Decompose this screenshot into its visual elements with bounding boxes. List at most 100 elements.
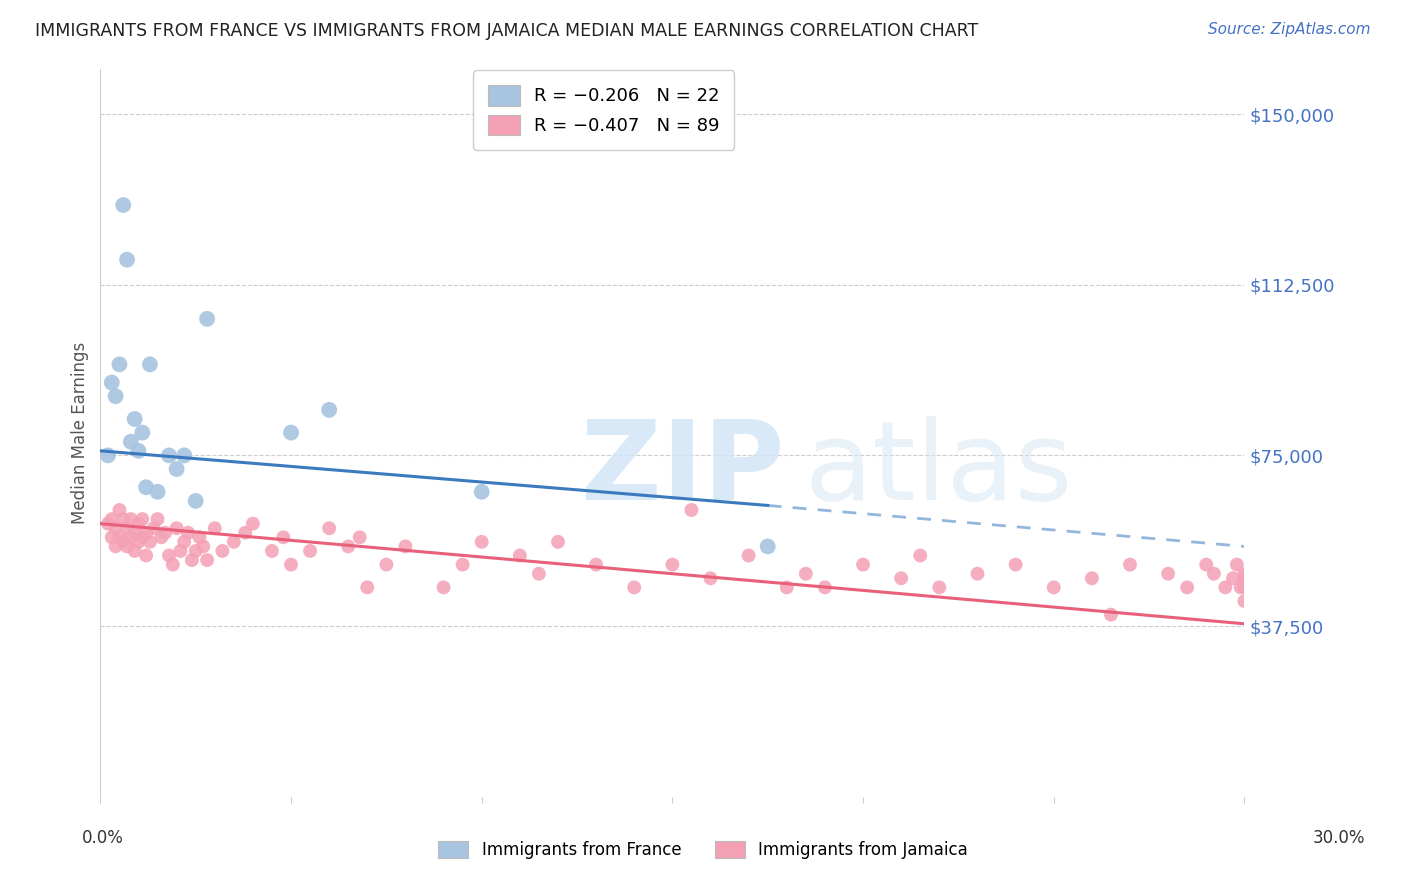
Point: [157, 449, 180, 463]
Point: [349, 530, 371, 544]
Point: [1233, 594, 1256, 608]
Point: [112, 512, 135, 526]
Point: [173, 534, 195, 549]
Text: 30.0%: 30.0%: [1312, 829, 1365, 847]
Point: [101, 530, 124, 544]
Point: [120, 530, 142, 544]
Point: [146, 484, 169, 499]
Point: [233, 525, 256, 540]
Point: [1233, 580, 1256, 594]
Point: [1195, 558, 1218, 572]
Point: [794, 566, 817, 581]
Point: [104, 540, 127, 554]
Point: [184, 544, 207, 558]
Point: [112, 534, 135, 549]
Point: [127, 534, 149, 549]
Point: [1157, 566, 1180, 581]
Point: [193, 540, 215, 554]
Point: [852, 558, 875, 572]
Point: [966, 566, 988, 581]
Point: [337, 540, 360, 554]
Point: [166, 462, 188, 476]
Point: [756, 540, 779, 554]
Legend: R = −0.206   N = 22, R = −0.407   N = 89: R = −0.206 N = 22, R = −0.407 N = 89: [472, 70, 734, 150]
Text: atlas: atlas: [804, 416, 1073, 523]
Point: [146, 512, 169, 526]
Point: [97, 449, 120, 463]
Point: [280, 558, 302, 572]
Point: [260, 544, 283, 558]
Point: [115, 252, 138, 267]
Point: [139, 357, 162, 371]
Point: [1233, 566, 1256, 581]
Point: [222, 534, 245, 549]
Point: [890, 571, 912, 585]
Point: [681, 503, 703, 517]
Point: [104, 521, 127, 535]
Point: [101, 512, 124, 526]
Point: [112, 198, 135, 212]
Point: [180, 553, 202, 567]
Point: [142, 521, 165, 535]
Point: [375, 558, 398, 572]
Point: [135, 480, 157, 494]
Point: [115, 521, 138, 535]
Point: [928, 580, 950, 594]
Point: [135, 549, 157, 563]
Point: [1215, 580, 1237, 594]
Point: [737, 549, 759, 563]
Point: [273, 530, 295, 544]
Point: [124, 412, 146, 426]
Point: [131, 425, 153, 440]
Point: [699, 571, 721, 585]
Point: [177, 525, 200, 540]
Point: [1042, 580, 1064, 594]
Point: [127, 516, 149, 531]
Point: [318, 402, 340, 417]
Point: [139, 534, 162, 549]
Point: [776, 580, 799, 594]
Point: [1099, 607, 1122, 622]
Point: [120, 512, 142, 526]
Point: [124, 544, 146, 558]
Point: [394, 540, 416, 554]
Point: [356, 580, 378, 594]
Point: [471, 484, 494, 499]
Point: [1004, 558, 1026, 572]
Point: [910, 549, 932, 563]
Point: [131, 512, 153, 526]
Point: [547, 534, 569, 549]
Point: [166, 521, 188, 535]
Point: [108, 503, 131, 517]
Point: [150, 530, 173, 544]
Point: [124, 525, 146, 540]
Point: [299, 544, 322, 558]
Point: [104, 389, 127, 403]
Point: [1175, 580, 1198, 594]
Point: [188, 530, 211, 544]
Legend: Immigrants from France, Immigrants from Jamaica: Immigrants from France, Immigrants from …: [432, 834, 974, 866]
Point: [1233, 571, 1256, 585]
Text: IMMIGRANTS FROM FRANCE VS IMMIGRANTS FROM JAMAICA MEDIAN MALE EARNINGS CORRELATI: IMMIGRANTS FROM FRANCE VS IMMIGRANTS FRO…: [35, 22, 979, 40]
Point: [585, 558, 607, 572]
Point: [195, 311, 218, 326]
Point: [101, 376, 124, 390]
Point: [1081, 571, 1104, 585]
Point: [97, 516, 120, 531]
Point: [184, 494, 207, 508]
Point: [1229, 580, 1251, 594]
Point: [169, 544, 191, 558]
Point: [153, 525, 176, 540]
Point: [211, 544, 233, 558]
Point: [1202, 566, 1225, 581]
Point: [527, 566, 550, 581]
Point: [131, 530, 153, 544]
Point: [661, 558, 683, 572]
Point: [173, 449, 195, 463]
Point: [115, 540, 138, 554]
Point: [432, 580, 454, 594]
Point: [120, 434, 142, 449]
Point: [814, 580, 837, 594]
Point: [280, 425, 302, 440]
Point: [1119, 558, 1142, 572]
